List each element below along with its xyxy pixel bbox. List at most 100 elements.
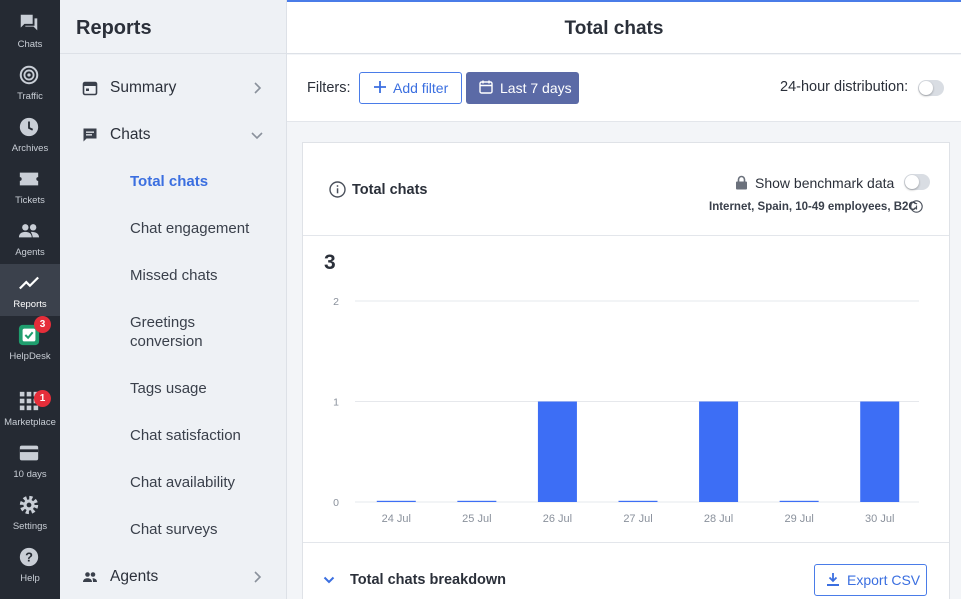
chart-bar <box>779 500 819 502</box>
x-tick-label: 25 Jul <box>462 513 491 525</box>
x-tick-label: 30 Jul <box>865 513 894 525</box>
info-icon[interactable] <box>910 200 923 213</box>
filters-label: Filters: <box>307 80 351 96</box>
app-rail: Chats Traffic Archives Tickets Agents Re… <box>0 0 60 599</box>
report-card: Total chats Show benchmark data Internet… <box>302 142 950 599</box>
rail-tickets[interactable]: Tickets <box>0 160 60 212</box>
rail-label: Marketplace <box>4 417 56 428</box>
help-icon: ? <box>19 547 39 567</box>
rail-billing[interactable]: 10 days <box>0 434 60 486</box>
sidebar-title: Reports <box>76 17 152 39</box>
lock-icon <box>736 175 747 190</box>
rail-chats[interactable]: Chats <box>0 4 60 56</box>
helpdesk-icon <box>18 324 40 346</box>
tickets-icon <box>19 172 39 186</box>
rail-reports[interactable]: Reports <box>0 264 60 316</box>
rail-help[interactable]: ? Help <box>0 538 60 590</box>
rail-marketplace[interactable]: 1 Marketplace <box>0 382 60 434</box>
chevron-down-icon[interactable] <box>323 574 335 586</box>
x-tick-label: 28 Jul <box>704 513 733 525</box>
benchmark-toggle[interactable] <box>904 174 930 190</box>
sidebar-subitem-chat-availability[interactable]: Chat availability <box>130 474 236 491</box>
chevron-right-icon <box>254 571 262 583</box>
chart-bar <box>860 401 900 502</box>
sidebar-subitem-chat-satisfaction[interactable]: Chat satisfaction <box>130 427 241 444</box>
rail-label: Archives <box>11 143 49 154</box>
rail-label: Settings <box>12 521 48 532</box>
sidebar-item-summary[interactable]: Summary <box>60 70 287 106</box>
rail-label: Reports <box>13 299 47 310</box>
sidebar-item-agents[interactable]: Agents <box>60 559 287 595</box>
sidebar-subitem-greetings-conversion[interactable]: Greetings conversion <box>130 314 203 350</box>
accent-line <box>287 0 961 2</box>
chart-bar <box>699 401 739 502</box>
y-tick-label: 2 <box>333 296 339 308</box>
divider <box>303 542 949 543</box>
sidebar-item-label: Chats <box>110 126 151 143</box>
rail-agents[interactable]: Agents <box>0 212 60 264</box>
y-tick-label: 0 <box>333 497 339 509</box>
main-content: Total chats Filters: Add filter Last 7 d… <box>287 0 961 599</box>
info-icon[interactable] <box>329 181 346 198</box>
download-icon <box>827 573 839 586</box>
helpdesk-badge: 3 <box>34 316 51 333</box>
add-filter-button[interactable]: Add filter <box>359 72 462 104</box>
date-range-button[interactable]: Last 7 days <box>466 72 579 104</box>
benchmark-label: Show benchmark data <box>755 175 895 191</box>
toggle-knob <box>905 175 919 189</box>
rail-label: Chats <box>17 39 43 50</box>
rail-label: HelpDesk <box>9 351 51 362</box>
sidebar-item-label: Agents <box>110 568 159 585</box>
chevron-right-icon <box>254 82 262 94</box>
date-range-label: Last 7 days <box>500 80 572 96</box>
x-tick-label: 24 Jul <box>382 513 411 525</box>
rail-traffic[interactable]: Traffic <box>0 56 60 108</box>
rail-archives[interactable]: Archives <box>0 108 60 160</box>
rail-label: Help <box>20 573 40 584</box>
rail-label: Agents <box>15 247 45 258</box>
divider <box>60 53 287 54</box>
marketplace-badge: 1 <box>34 390 51 407</box>
calendar-icon <box>82 81 98 96</box>
benchmark-segment: Internet, Spain, 10-49 employees, B2C <box>709 201 917 213</box>
card-title: Total chats <box>352 182 428 198</box>
agents-icon <box>83 572 97 582</box>
card-header: Total chats Show benchmark data Internet… <box>303 143 949 236</box>
chats-icon <box>20 14 38 31</box>
y-tick-label: 1 <box>333 397 339 409</box>
traffic-icon <box>19 65 39 85</box>
sidebar-subitem-chat-engagement[interactable]: Chat engagement <box>130 220 250 237</box>
toggle-knob <box>919 81 933 95</box>
sidebar-subitem-total-chats[interactable]: Total chats <box>130 173 209 190</box>
x-tick-label: 29 Jul <box>784 513 813 525</box>
billing-icon <box>19 445 39 461</box>
breakdown-title: Total chats breakdown <box>350 572 507 588</box>
sidebar-item-label: Summary <box>110 79 177 96</box>
export-csv-button[interactable]: Export CSV <box>814 564 927 596</box>
sidebar-subitem-chat-surveys[interactable]: Chat surveys <box>130 521 218 538</box>
sidebar-subitem-missed-chats[interactable]: Missed chats <box>130 267 218 284</box>
rail-settings[interactable]: Settings <box>0 486 60 538</box>
chevron-down-icon <box>251 132 263 140</box>
export-csv-label: Export CSV <box>847 572 921 588</box>
sidebar-subitem-tags-usage[interactable]: Tags usage <box>130 380 207 397</box>
plus-icon <box>374 81 386 93</box>
rail-label: Tickets <box>15 195 45 206</box>
chat-bubble-icon <box>83 128 97 142</box>
chart-bar <box>376 500 416 502</box>
chart-bar <box>457 500 497 502</box>
rail-helpdesk[interactable]: 3 HelpDesk <box>0 316 60 368</box>
reports-icon <box>19 276 39 290</box>
chart-bar <box>537 401 577 502</box>
agents-icon <box>18 224 40 238</box>
reports-sidebar: Reports Summary Chats Total chats Chat e… <box>60 0 287 599</box>
distribution-label: 24-hour distribution: <box>780 79 909 95</box>
page-header: Total chats <box>287 2 961 54</box>
distribution-toggle[interactable] <box>918 80 944 96</box>
sidebar-item-chats[interactable]: Chats <box>60 117 287 153</box>
x-tick-label: 27 Jul <box>623 513 652 525</box>
add-filter-label: Add filter <box>393 80 449 96</box>
settings-icon <box>19 495 39 515</box>
total-chats-chart: 0 1 2 24 Jul 25 Jul 26 Jul 27 Jul 28 Jul 29 Jul 3… <box>333 296 919 525</box>
chart-bar <box>618 500 658 502</box>
